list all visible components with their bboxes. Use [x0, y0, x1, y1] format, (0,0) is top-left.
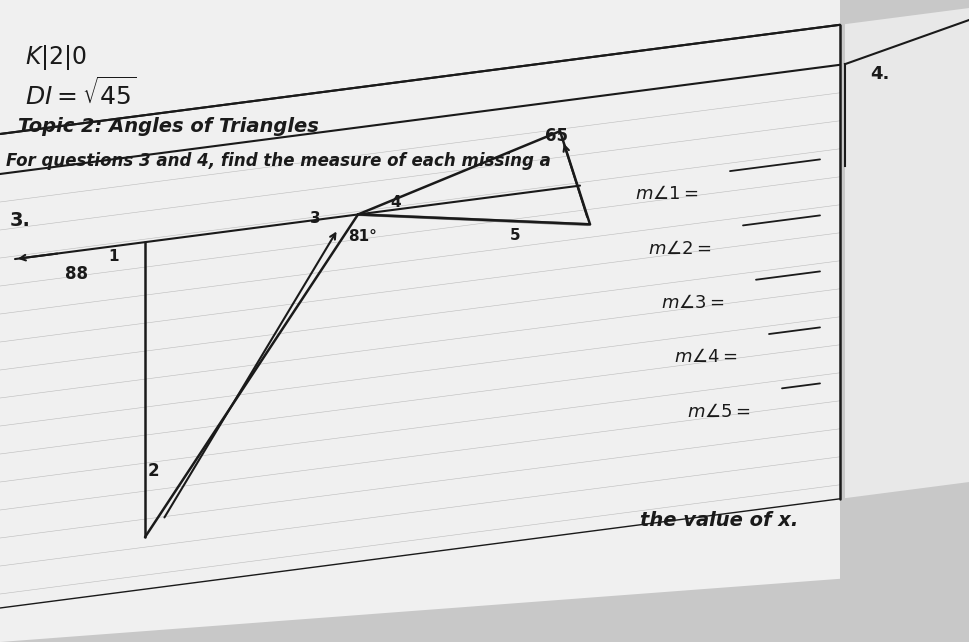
- Text: $DI = \sqrt{45}$: $DI = \sqrt{45}$: [25, 78, 137, 110]
- Text: Topic 2: Angles of Triangles: Topic 2: Angles of Triangles: [18, 117, 319, 135]
- Text: 3.: 3.: [10, 211, 31, 230]
- Text: the value of x.: the value of x.: [640, 511, 798, 530]
- Text: 4.: 4.: [870, 65, 890, 83]
- Polygon shape: [0, 0, 840, 642]
- Text: $m\angle 1 =$: $m\angle 1 =$: [635, 186, 699, 204]
- Text: $m\angle 4 =$: $m\angle 4 =$: [674, 349, 737, 367]
- Text: 3: 3: [310, 211, 321, 226]
- Text: $K|2|0$: $K|2|0$: [25, 43, 87, 72]
- Text: $m\angle 2 =$: $m\angle 2 =$: [648, 239, 712, 257]
- Text: 88: 88: [65, 265, 88, 282]
- Text: $m\angle 3 =$: $m\angle 3 =$: [661, 294, 725, 312]
- Text: 1: 1: [108, 249, 118, 264]
- Text: 5: 5: [510, 228, 520, 243]
- Text: 81°: 81°: [348, 229, 377, 244]
- Text: 4: 4: [390, 195, 400, 211]
- Text: 65: 65: [545, 127, 568, 145]
- Text: For questions 3 and 4, find the measure of each missing a: For questions 3 and 4, find the measure …: [6, 152, 550, 170]
- Polygon shape: [845, 8, 969, 498]
- Text: 2: 2: [148, 462, 160, 480]
- Text: $m\angle 5 =$: $m\angle 5 =$: [687, 403, 751, 421]
